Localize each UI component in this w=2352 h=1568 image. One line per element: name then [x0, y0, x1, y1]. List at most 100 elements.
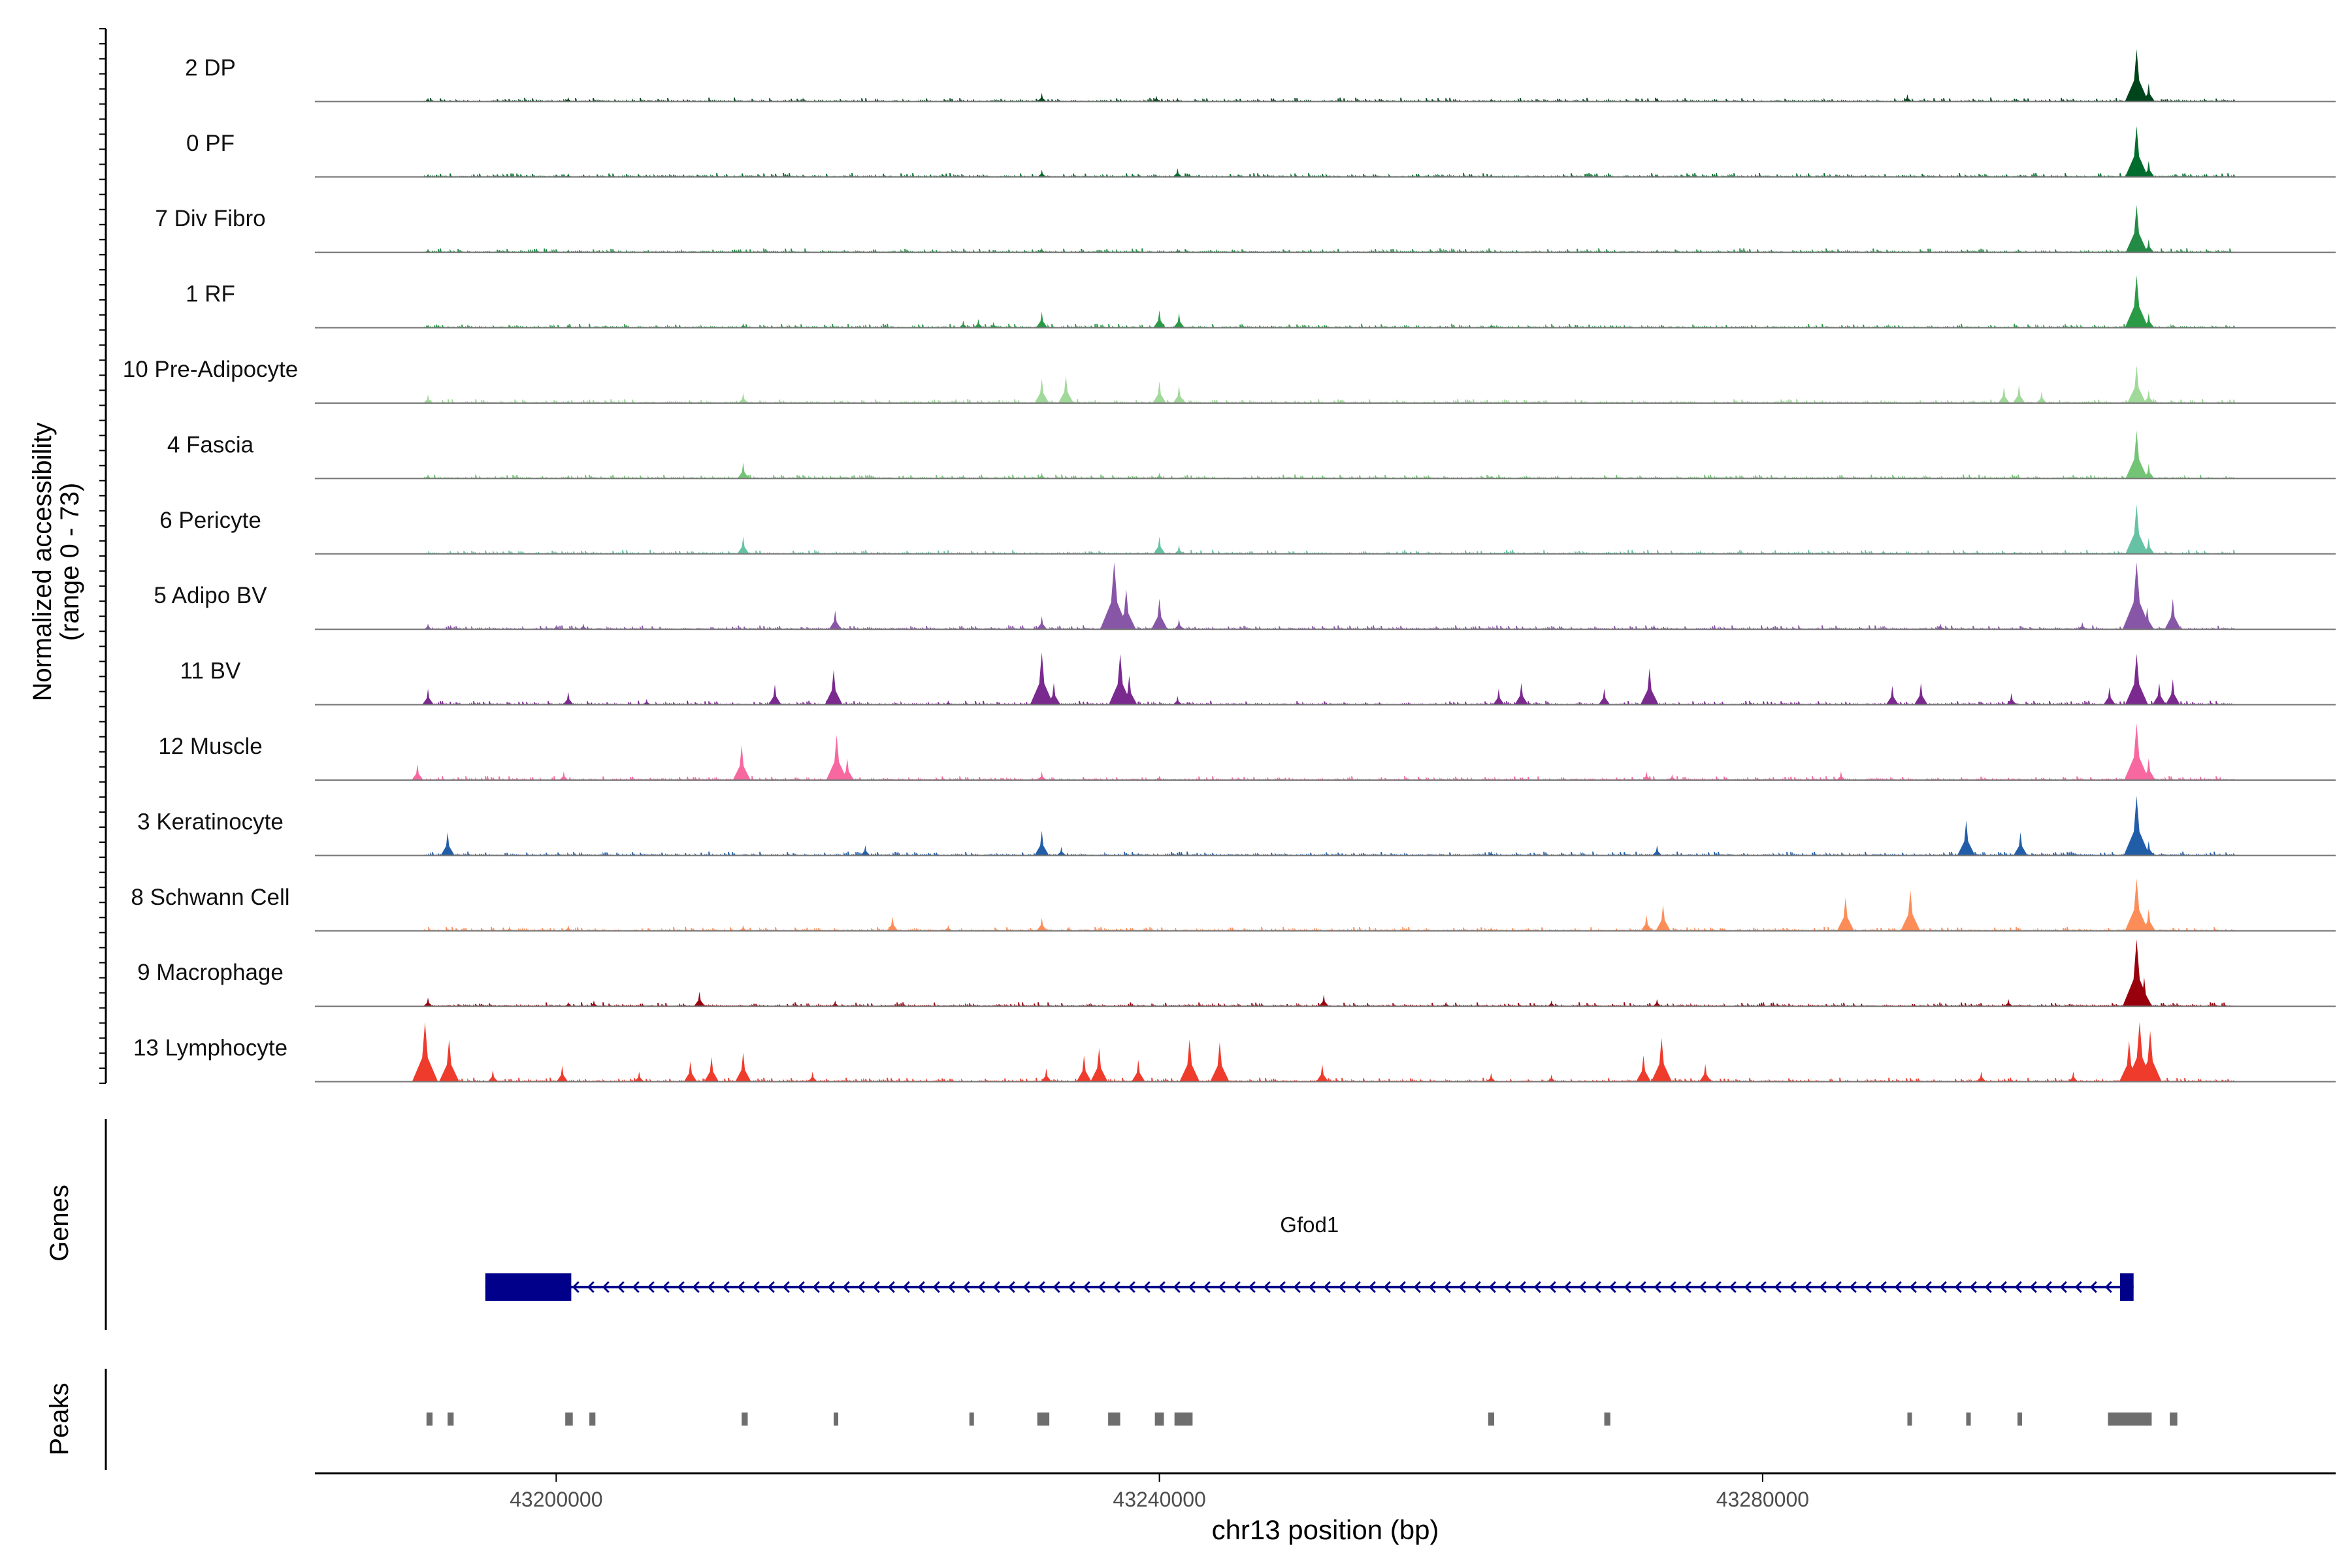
- gene-strand-arrow: [1488, 1281, 1496, 1294]
- gene-strand-arrow: [2029, 1281, 2037, 1294]
- gene-strand-arrow: [947, 1281, 955, 1294]
- peak-region: [2170, 1413, 2178, 1426]
- track-peak: [1650, 625, 1658, 630]
- gene-strand-arrow: [1173, 1281, 1181, 1294]
- track-peak: [2125, 504, 2148, 554]
- track-peak: [951, 399, 960, 403]
- track-peak: [825, 670, 843, 705]
- track-peak: [2142, 909, 2156, 931]
- peaks-panel-label: Peaks: [45, 1382, 74, 1455]
- track-3: 7 Div Fibro: [155, 204, 2336, 253]
- gene-strand-arrow: [1864, 1281, 1872, 1294]
- gene-strand-arrow: [767, 1281, 775, 1294]
- track-peak: [1173, 385, 1185, 403]
- track-peak: [1100, 562, 1128, 630]
- gene-strand-arrow: [1443, 1281, 1451, 1294]
- track-11: 3 Keratinocyte: [137, 796, 2336, 857]
- track-peak: [487, 1070, 498, 1082]
- track-label: 0 PF: [186, 131, 235, 156]
- track-peak: [768, 684, 781, 705]
- track-peak: [1651, 1037, 1672, 1082]
- peak-region: [1966, 1413, 1971, 1426]
- x-axis-tick-label: 43280000: [1716, 1488, 1809, 1511]
- track-peak: [1903, 94, 1912, 102]
- gene-strand-arrow: [1007, 1281, 1015, 1294]
- track-peak: [2164, 598, 2181, 630]
- track-peak: [1836, 771, 1846, 780]
- track-peak: [1210, 1042, 1230, 1082]
- gene-strand-arrow: [797, 1281, 805, 1294]
- track-peak: [564, 1002, 572, 1007]
- track-peak: [1957, 820, 1976, 856]
- gene-strand-arrow: [1669, 1281, 1676, 1294]
- gene-strand-arrow: [1909, 1281, 1917, 1294]
- track-peak: [423, 623, 433, 630]
- gene-strand-arrow: [1188, 1281, 1196, 1294]
- track-peak: [412, 1022, 438, 1082]
- track-peak: [446, 625, 455, 630]
- track-peak: [1936, 623, 1945, 630]
- track-12: 8 Schwann Cell: [131, 878, 2336, 932]
- track-peak: [424, 325, 432, 328]
- track-peak: [2165, 679, 2180, 705]
- peak-region: [1604, 1413, 1610, 1426]
- track-peak: [1090, 1048, 1108, 1082]
- track-peak: [423, 394, 433, 403]
- track-peak: [2143, 239, 2154, 253]
- gene-strand-arrow: [782, 1281, 790, 1294]
- track-peak: [2142, 758, 2156, 780]
- gene-strand-arrow: [1203, 1281, 1211, 1294]
- gene-strand-arrow: [1984, 1281, 1992, 1294]
- gene-strand-arrow: [1308, 1281, 1316, 1294]
- gene-strand-arrow: [1338, 1281, 1346, 1294]
- track-8: 5 Adipo BV: [154, 562, 2336, 630]
- track-peak: [2068, 1071, 2078, 1082]
- track-peak: [1642, 771, 1652, 780]
- gene-strand-arrow: [1248, 1281, 1256, 1294]
- gene-strand-arrow: [1563, 1281, 1571, 1294]
- gene-strand-arrow: [1684, 1281, 1691, 1294]
- track-label: 12 Muscle: [158, 734, 263, 759]
- track-peak: [2152, 683, 2166, 705]
- gene-strand-arrow: [1819, 1281, 1827, 1294]
- track-peak: [1641, 915, 1653, 931]
- track-peak: [564, 924, 573, 931]
- track-peak: [423, 997, 433, 1007]
- track-peak: [1034, 830, 1049, 856]
- track-peak: [1179, 1039, 1200, 1082]
- track-peak: [1036, 917, 1047, 931]
- track-6: 4 Fascia: [167, 430, 2336, 480]
- gene-strand-arrow: [1714, 1281, 1722, 1294]
- track-4: 1 RF: [186, 275, 2336, 329]
- gene-strand-arrow: [917, 1281, 925, 1294]
- gene-strand-arrow: [1143, 1281, 1151, 1294]
- peak-region: [565, 1413, 573, 1426]
- gene-strand-arrow: [1368, 1281, 1376, 1294]
- y-axis-label: Normalized accessibility: [28, 423, 57, 702]
- gene-strand-arrow: [1428, 1281, 1436, 1294]
- track-peak: [1153, 310, 1166, 328]
- gene-strand-arrow: [1894, 1281, 1902, 1294]
- track-peak: [1487, 98, 1495, 102]
- track-peak: [564, 173, 572, 177]
- track-peak: [1153, 536, 1166, 554]
- track-peak: [828, 610, 841, 630]
- gene-strand-arrow: [2044, 1281, 2052, 1294]
- track-peak: [1656, 904, 1671, 931]
- peak-region: [1037, 1413, 1050, 1426]
- gene-name: Gfod1: [1280, 1213, 1339, 1237]
- track-peak: [2142, 161, 2155, 177]
- track-peak: [1058, 375, 1074, 403]
- track-peak: [1173, 97, 1182, 102]
- gene-strand-arrow: [1323, 1281, 1331, 1294]
- track-peak: [1173, 248, 1182, 253]
- track-peak: [1037, 248, 1046, 253]
- peak-region: [1907, 1413, 1912, 1426]
- gene-strand-arrow: [1293, 1281, 1301, 1294]
- track-label: 11 BV: [180, 659, 241, 684]
- track-peak: [1640, 668, 1659, 705]
- track-peak: [2125, 878, 2149, 931]
- gene-exon: [485, 1273, 572, 1301]
- gene-strand-arrow: [857, 1281, 865, 1294]
- track-peak: [1173, 168, 1183, 177]
